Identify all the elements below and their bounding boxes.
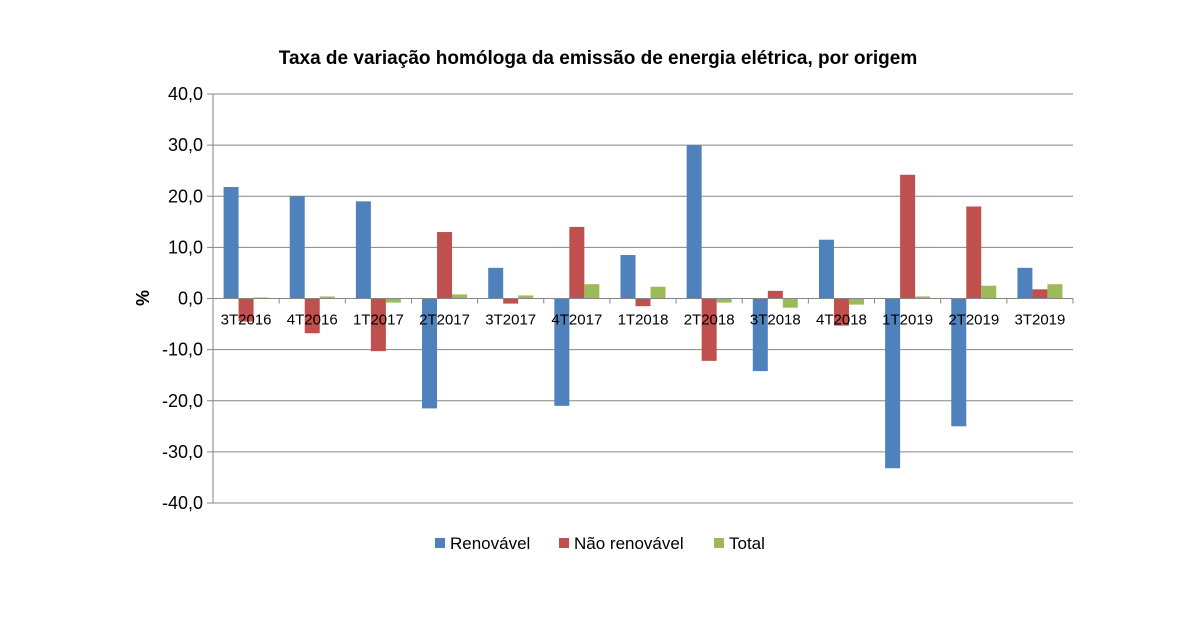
y-tick-label: 0,0 [178, 289, 203, 309]
bar-1-6 [635, 298, 651, 307]
bar-1-11 [966, 206, 982, 299]
legend-label-2: Total [729, 534, 765, 553]
y-tick-label: -20,0 [162, 391, 203, 411]
y-tick-label: 20,0 [168, 186, 203, 206]
x-tick-label: 3T2016 [221, 312, 272, 329]
bar-2-0 [253, 297, 269, 299]
bar-1-4 [503, 298, 519, 304]
legend-label-0: Renovável [450, 534, 530, 553]
bar-2-11 [981, 285, 997, 299]
chart-title: Taxa de variação homóloga da emissão de … [279, 48, 918, 69]
bar-0-1 [289, 196, 305, 299]
bar-2-7 [716, 298, 732, 303]
y-tick-label: -10,0 [162, 340, 203, 360]
bar-1-0 [238, 298, 254, 322]
bar-0-9 [818, 239, 834, 299]
x-tick-label: 4T2016 [287, 312, 338, 329]
bar-0-10 [885, 298, 901, 469]
x-tick-label: 4T2018 [816, 312, 867, 329]
legend: Renovável Não renovável Total [435, 534, 765, 553]
bar-0-11 [951, 298, 967, 427]
bar-0-3 [422, 298, 438, 409]
y-tick-label: 10,0 [168, 237, 203, 257]
bar-1-1 [304, 298, 320, 334]
x-tick-label: 3T2018 [750, 312, 801, 329]
x-tick-label: 1T2018 [618, 312, 669, 329]
y-tick-labels: 40,0 30,0 20,0 10,0 0,0 -10,0 -20,0 -30,0 -40,0 [162, 84, 203, 513]
bar-1-2 [370, 298, 386, 352]
x-tick-label: 2T2019 [948, 312, 999, 329]
bar-0-4 [488, 267, 504, 299]
y-tick-label: 30,0 [168, 135, 203, 155]
bar-2-2 [385, 298, 401, 303]
bar-1-12 [1032, 289, 1048, 299]
bar-2-3 [452, 294, 468, 299]
bar-0-7 [686, 145, 702, 299]
bar-0-12 [1017, 267, 1033, 299]
bar-2-5 [584, 284, 600, 299]
bar-2-1 [319, 296, 335, 299]
x-tick-label: 1T2019 [882, 312, 933, 329]
bar-2-8 [782, 298, 798, 308]
bar-1-3 [437, 232, 453, 299]
bar-2-9 [848, 298, 864, 305]
bar-2-6 [650, 286, 666, 299]
y-tick-label: 40,0 [168, 84, 203, 104]
bar-1-10 [900, 174, 916, 299]
y-axis-label: % [133, 290, 153, 306]
bar-0-8 [752, 298, 768, 372]
legend-swatch-1 [559, 538, 569, 548]
bar-1-9 [833, 298, 849, 326]
x-tick-label: 3T2017 [485, 312, 536, 329]
x-tick-label: 3T2019 [1014, 312, 1065, 329]
x-tick-label: 1T2017 [353, 312, 404, 329]
bar-2-10 [915, 296, 931, 299]
bar-1-5 [569, 226, 585, 299]
bar-0-0 [223, 187, 239, 299]
bar-2-12 [1047, 284, 1063, 299]
x-tick-labels: 3T2016 4T2016 1T2017 2T2017 3T2017 4T2017 1T20… [221, 312, 1066, 329]
bar-0-5 [554, 298, 570, 406]
bar-0-6 [620, 255, 636, 299]
x-tick-label: 2T2018 [684, 312, 735, 329]
y-tick-label: -40,0 [162, 493, 203, 513]
bars [212, 145, 1074, 469]
bar-0-2 [355, 201, 371, 299]
legend-swatch-2 [714, 538, 724, 548]
x-tick-label: 4T2017 [551, 312, 602, 329]
bar-2-4 [518, 295, 534, 299]
legend-swatch-0 [435, 538, 445, 548]
bar-1-8 [767, 290, 783, 299]
y-tick-label: -30,0 [162, 442, 203, 462]
x-tick-label: 2T2017 [419, 312, 470, 329]
bar-1-7 [701, 298, 717, 361]
legend-label-1: Não renovável [574, 534, 684, 553]
